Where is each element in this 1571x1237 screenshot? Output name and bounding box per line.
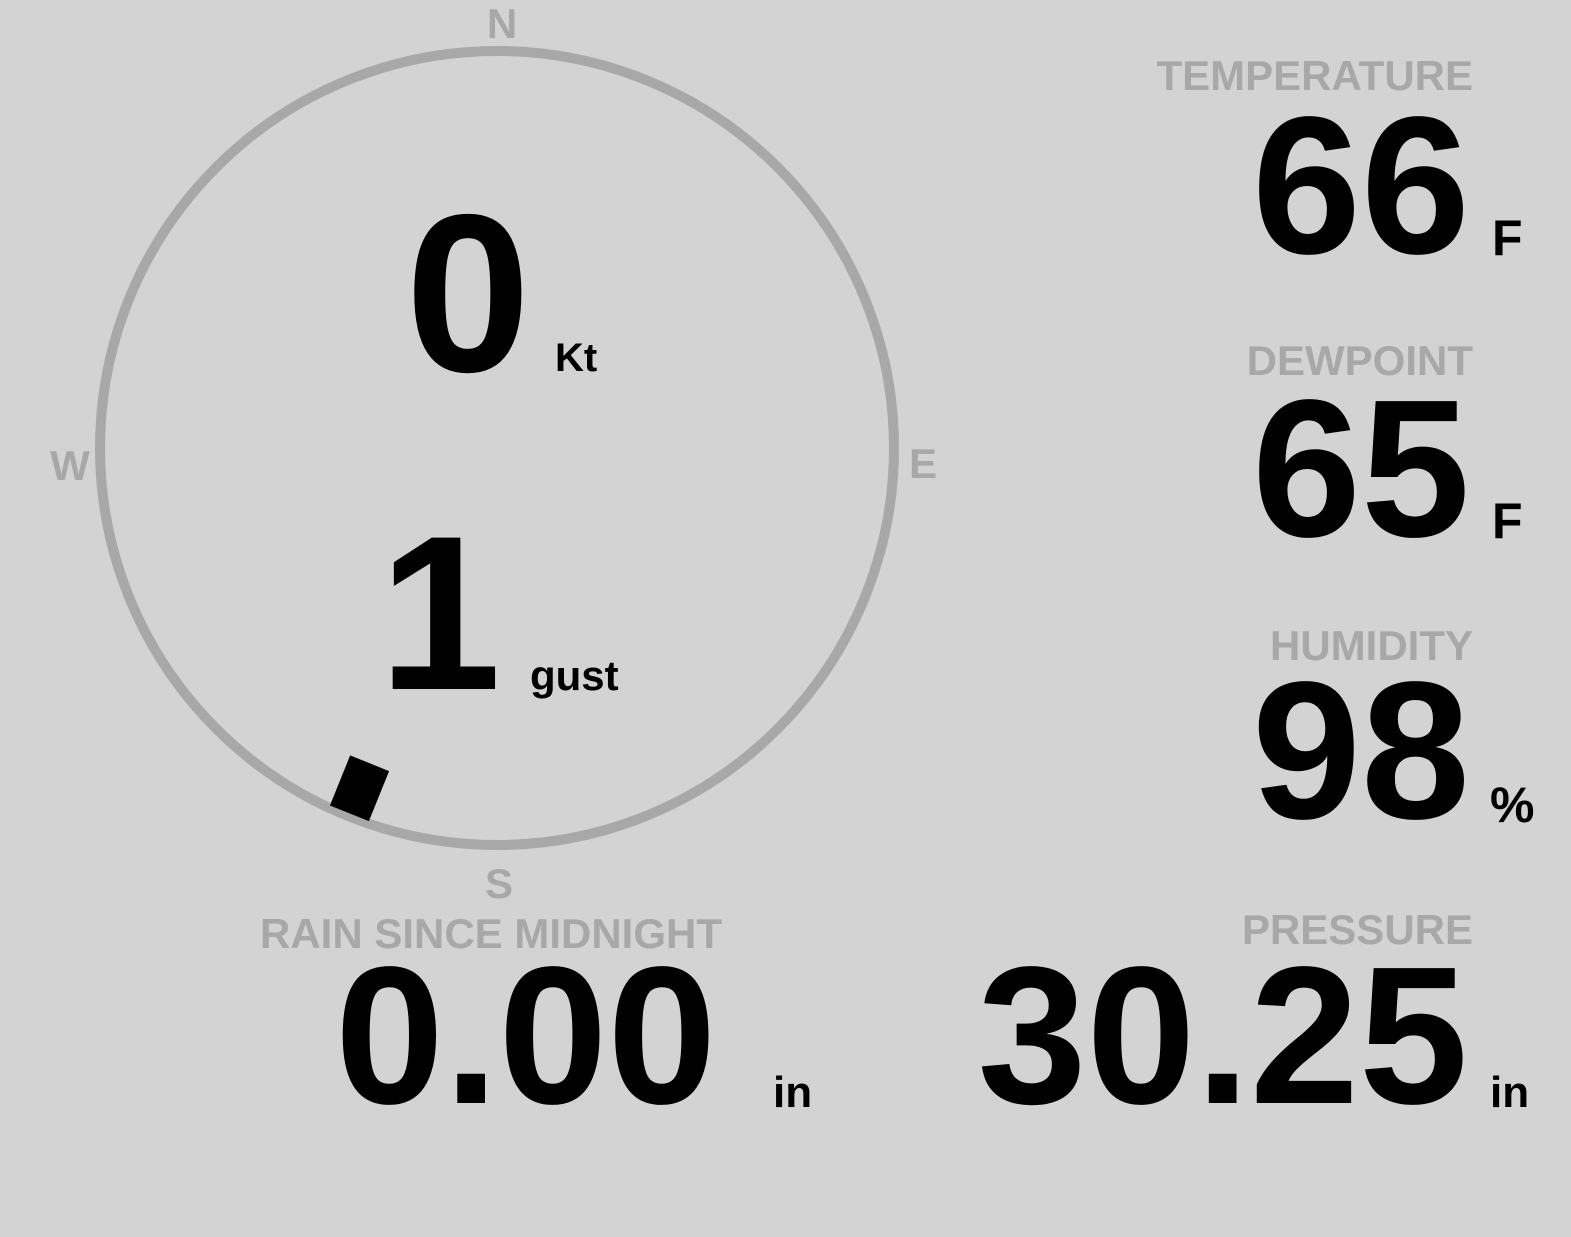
- rain-label: RAIN SINCE MIDNIGHT: [260, 910, 722, 957]
- pressure-value: 30.25: [977, 926, 1468, 1145]
- pressure-label: PRESSURE: [1241, 906, 1473, 953]
- rain-unit: in: [773, 1068, 813, 1117]
- rain-value: 0.00: [335, 926, 717, 1145]
- temperature-label: TEMPERATURE: [1156, 52, 1473, 99]
- pressure-unit: in: [1490, 1068, 1530, 1117]
- dewpoint-unit: F: [1492, 493, 1523, 549]
- compass-south: S: [484, 860, 513, 907]
- humidity-unit: %: [1490, 777, 1535, 833]
- humidity-label: HUMIDITY: [1270, 622, 1473, 669]
- compass-east: E: [908, 440, 937, 487]
- wind-gust-unit: gust: [530, 652, 619, 699]
- humidity-value: 98: [1251, 641, 1470, 860]
- dewpoint-value: 65: [1251, 359, 1470, 578]
- compass-north: N: [486, 0, 518, 47]
- compass-dial: [95, 46, 899, 850]
- wind-direction-marker: [329, 755, 390, 822]
- wind-speed-unit: Kt: [555, 336, 598, 380]
- compass-west: W: [50, 442, 90, 489]
- temperature-value: 66: [1251, 76, 1470, 295]
- temperature-unit: F: [1492, 210, 1523, 266]
- wind-speed-value: 0: [405, 167, 531, 419]
- wind-gust-value: 1: [378, 490, 502, 736]
- dewpoint-label: DEWPOINT: [1246, 337, 1473, 384]
